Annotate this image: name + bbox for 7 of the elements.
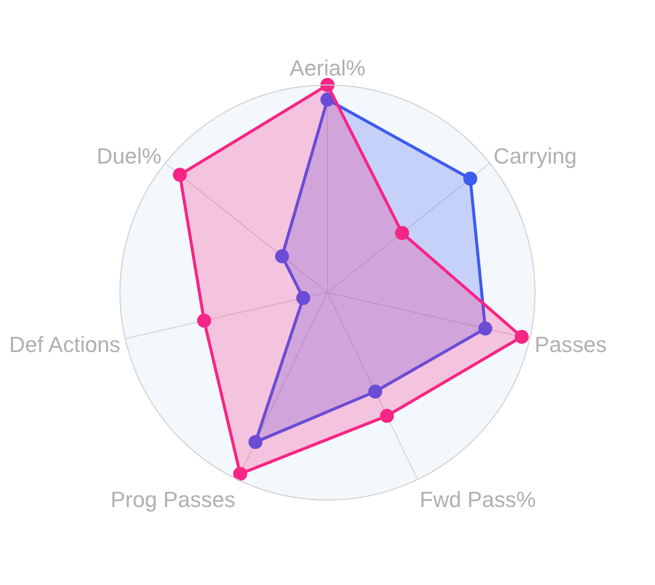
spoke-label: Duel% — [96, 143, 162, 168]
spoke-label: Carrying — [494, 143, 577, 168]
spoke-label: Prog Passes — [110, 487, 236, 512]
spoke-label: Passes — [534, 332, 607, 358]
spoke-label: Fwd Pass% — [420, 487, 536, 512]
spoke-label: Def Actions — [9, 332, 120, 358]
spoke-label: Aerial% — [290, 56, 366, 81]
